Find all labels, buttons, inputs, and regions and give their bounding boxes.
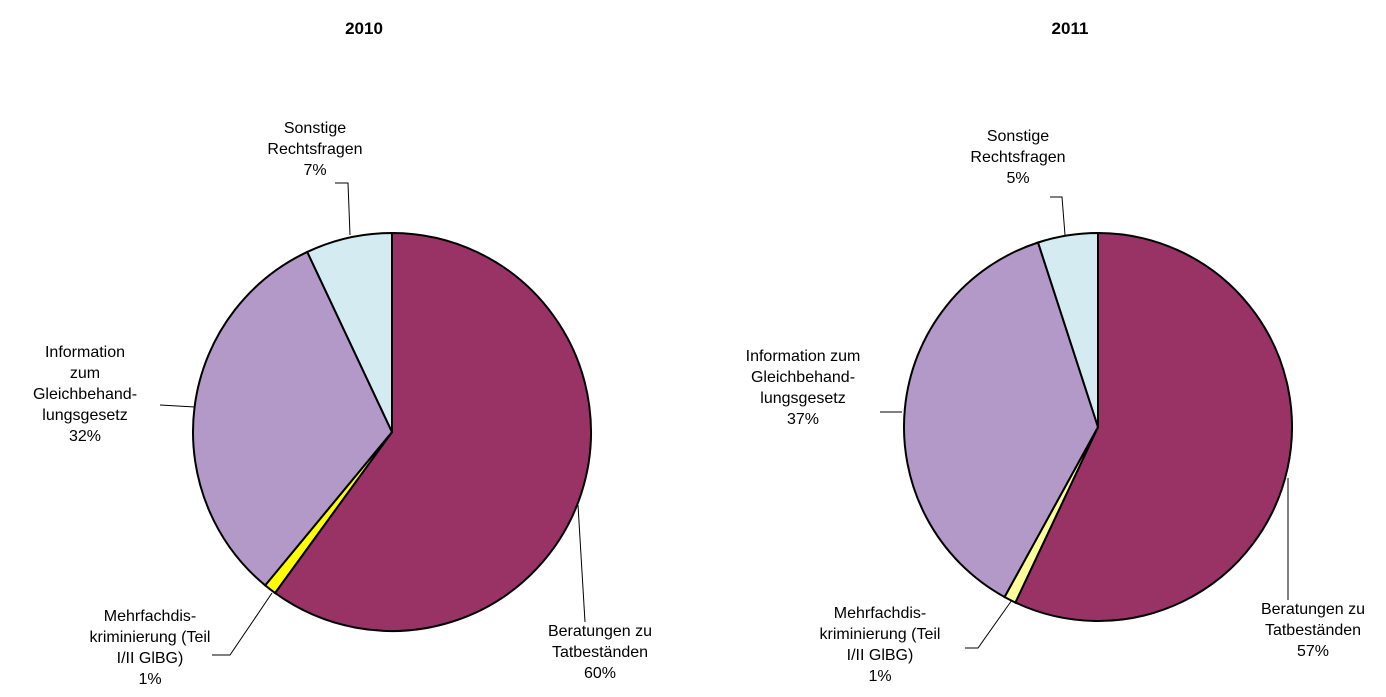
slice-label: Beratungen zu xyxy=(548,623,652,640)
slice-label: Information zum xyxy=(746,348,861,365)
slice-label: zum xyxy=(70,365,100,382)
slice-label: lungsgesetz xyxy=(42,407,127,424)
slice-label: Gleichbehand- xyxy=(751,369,855,386)
slice-label: lungsgesetz xyxy=(760,390,845,407)
slice-label: Sonstige xyxy=(987,128,1049,145)
slice-label: Mehrfachdis- xyxy=(104,608,196,625)
slice-label: Information xyxy=(45,344,125,361)
slice-label: I/II GlBG) xyxy=(847,647,914,664)
chart-title: 2010 xyxy=(345,19,383,38)
leader-line xyxy=(965,599,1013,649)
leader-line xyxy=(159,404,196,408)
slice-label: Beratungen zu xyxy=(1261,601,1365,618)
leader-line xyxy=(577,504,586,623)
slice-label: kriminierung (Teil xyxy=(90,629,211,646)
slice-percent: 1% xyxy=(138,671,161,688)
slice-percent: 37% xyxy=(787,411,819,428)
slice-label: Sonstige xyxy=(284,120,346,137)
slice-label: Gleichbehand- xyxy=(33,386,137,403)
slice-percent: 7% xyxy=(303,162,326,179)
slice-percent: 60% xyxy=(584,665,616,682)
slice-label: Tatbeständen xyxy=(1265,622,1361,639)
leader-line xyxy=(335,182,351,236)
chart-title: 2011 xyxy=(1052,19,1089,38)
leader-line xyxy=(212,592,273,656)
pie-slice xyxy=(305,231,393,433)
slice-percent: 5% xyxy=(1006,170,1029,187)
slice-label: Mehrfachdis- xyxy=(834,605,926,622)
pie-slice xyxy=(1014,231,1293,622)
pie-slice xyxy=(1036,231,1099,428)
slice-percent: 57% xyxy=(1297,643,1329,660)
slice-percent: 32% xyxy=(69,428,101,445)
slice-label: Rechtsfragen xyxy=(267,141,362,158)
pie-slice xyxy=(273,231,592,632)
slice-label: Rechtsfragen xyxy=(970,149,1065,166)
slice-label: I/II GlBG) xyxy=(117,650,184,667)
leader-line xyxy=(1050,196,1066,236)
slice-label: kriminierung (Teil xyxy=(820,626,941,643)
slice-label: Tatbeständen xyxy=(552,644,648,661)
slice-percent: 1% xyxy=(868,668,891,685)
pie-slice xyxy=(903,241,1100,599)
